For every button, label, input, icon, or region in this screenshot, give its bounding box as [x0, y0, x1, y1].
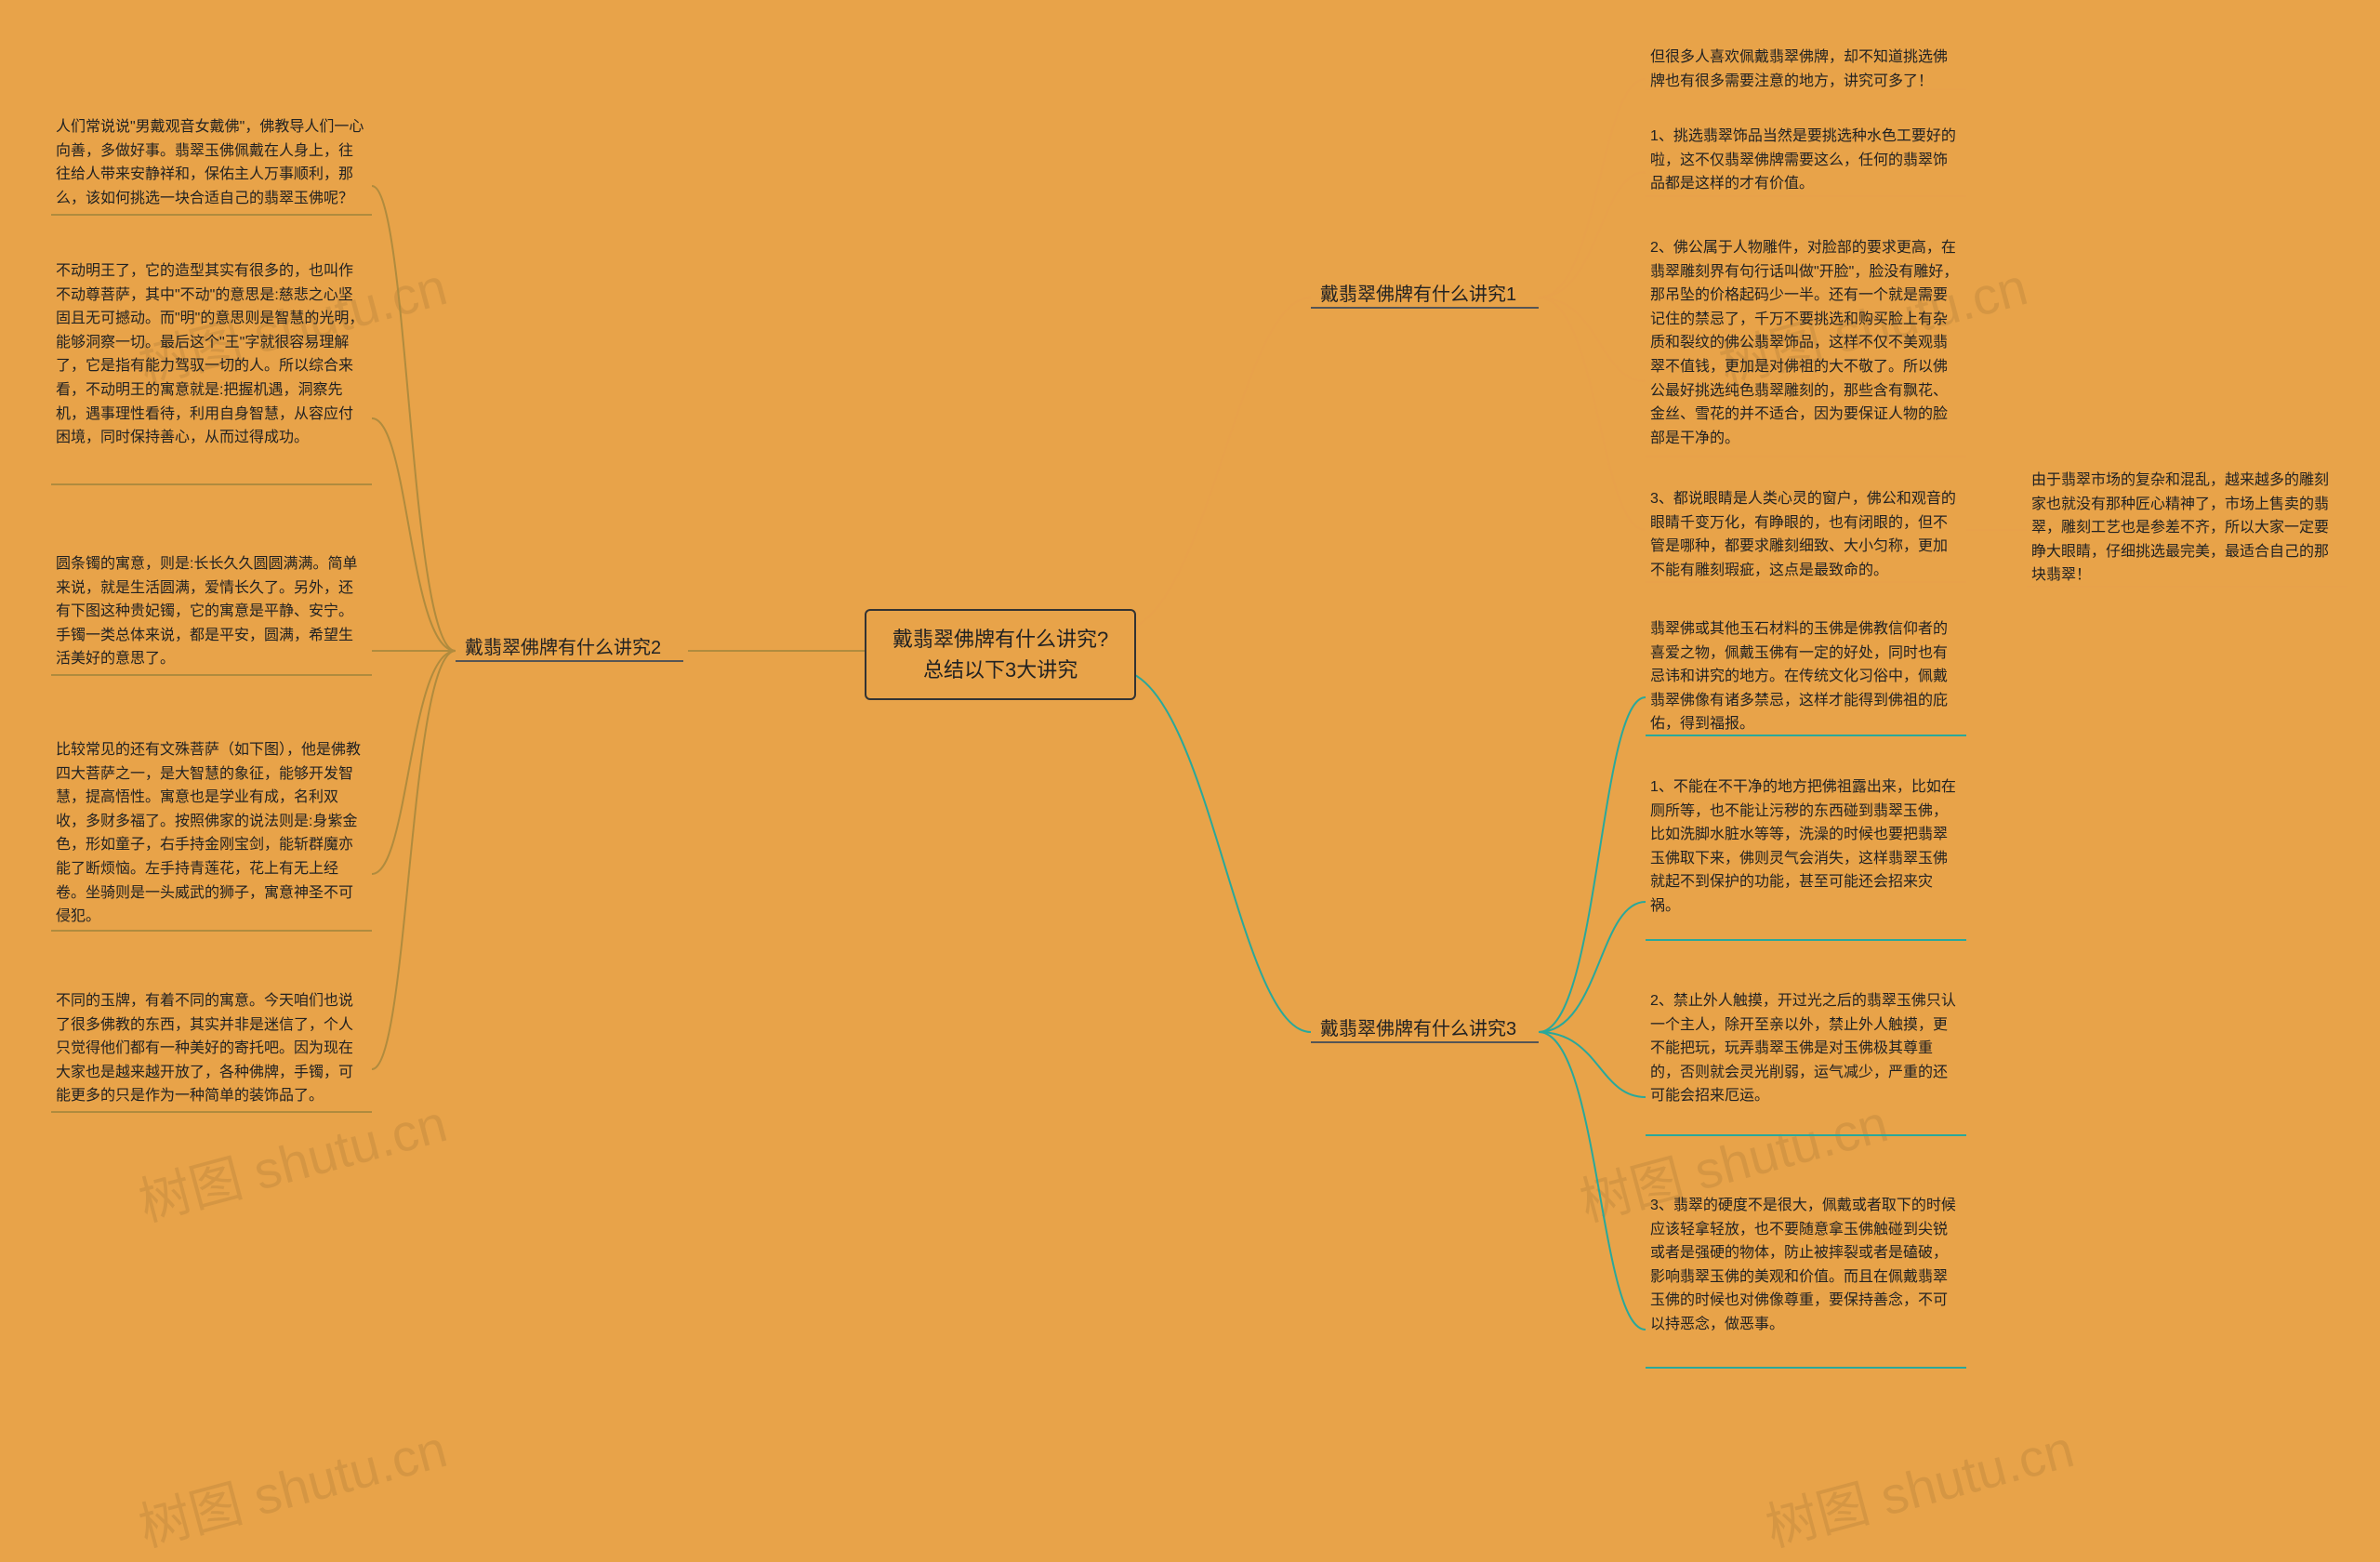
branch-underline — [1311, 307, 1539, 309]
leaf-underline — [2027, 586, 2347, 588]
leaf-underline — [1646, 581, 1966, 583]
leaf-r3-0: 翡翠佛或其他玉石材料的玉佛是佛教信仰者的喜爱之物，佩戴玉佛有一定的好处，同时也有… — [1650, 614, 1962, 740]
leaf-r1-3: 3、都说眼睛是人类心灵的窗户，佛公和观音的眼睛千变万化，有睁眼的，也有闭眼的，但… — [1650, 483, 1962, 586]
leaf-underline — [1646, 88, 1966, 90]
branch-right-3: 戴翡翠佛牌有什么讲究3 — [1320, 1013, 1516, 1040]
leaf-l2-1: 不动明王了，它的造型其实有很多的，也叫作不动尊菩萨，其中"不动"的意思是:慈悲之… — [56, 256, 367, 454]
branch-left-2: 戴翡翠佛牌有什么讲究2 — [465, 632, 661, 659]
branch-underline — [1311, 1041, 1539, 1043]
center-node: 戴翡翠佛牌有什么讲究? 总结以下3大讲究 — [865, 609, 1136, 700]
leaf-underline — [51, 930, 372, 932]
leaf-underline — [1646, 195, 1966, 197]
center-title-line1: 戴翡翠佛牌有什么讲究? — [892, 624, 1108, 655]
leaf-r3-1: 1、不能在不干净的地方把佛祖露出来，比如在厕所等，也不能让污秽的东西碰到翡翠玉佛… — [1650, 772, 1962, 922]
leaf-underline — [51, 1111, 372, 1113]
leaf-r1-1: 1、挑选翡翠饰品当然是要挑选种水色工要好的啦，这不仅翡翠佛牌需要这么，任何的翡翠… — [1650, 121, 1962, 200]
leaf-underline — [1646, 939, 1966, 941]
leaf-r3-3: 3、翡翠的硬度不是很大，佩戴或者取下的时候应该轻拿轻放，也不要随意拿玉佛触碰到尖… — [1650, 1190, 1962, 1341]
leaf-underline — [1646, 735, 1966, 736]
leaf-underline — [51, 214, 372, 216]
branch-right-1: 戴翡翠佛牌有什么讲究1 — [1320, 279, 1516, 306]
leaf-underline — [51, 674, 372, 676]
leaf-l2-0: 人们常说说"男戴观音女戴佛"，佛教导人们一心向善，多做好事。翡翠玉佛佩戴在人身上… — [56, 112, 367, 214]
watermark: 树图 shutu.cn — [1757, 1408, 2082, 1562]
leaf-underline — [1646, 1367, 1966, 1369]
center-title-line2: 总结以下3大讲究 — [892, 655, 1108, 685]
leaf-r1-2: 2、佛公属于人物雕件，对脸部的要求更高，在翡翠雕刻界有句行话叫做"开脸"，脸没有… — [1650, 232, 1962, 454]
leaf-r1-side: 由于翡翠市场的复杂和混乱，越来越多的雕刻家也就没有那种匠心精神了，市场上售卖的翡… — [2031, 465, 2343, 591]
leaf-underline — [1646, 1134, 1966, 1136]
watermark: 树图 shutu.cn — [130, 1408, 455, 1562]
leaf-l2-4: 不同的玉牌，有着不同的寓意。今天咱们也说了很多佛教的东西，其实并非是迷信了，个人… — [56, 986, 367, 1112]
leaf-underline — [51, 483, 372, 485]
leaf-underline — [1646, 456, 1966, 457]
branch-underline — [456, 660, 683, 662]
leaf-r3-2: 2、禁止外人触摸，开过光之后的翡翠玉佛只认一个主人，除开至亲以外，禁止外人触摸，… — [1650, 986, 1962, 1112]
leaf-l2-3: 比较常见的还有文殊菩萨（如下图），他是佛教四大菩萨之一，是大智慧的象征，能够开发… — [56, 735, 367, 933]
leaf-l2-2: 圆条镯的寓意，则是:长长久久圆圆满满。简单来说，就是生活圆满，爱情长久了。另外，… — [56, 549, 367, 675]
